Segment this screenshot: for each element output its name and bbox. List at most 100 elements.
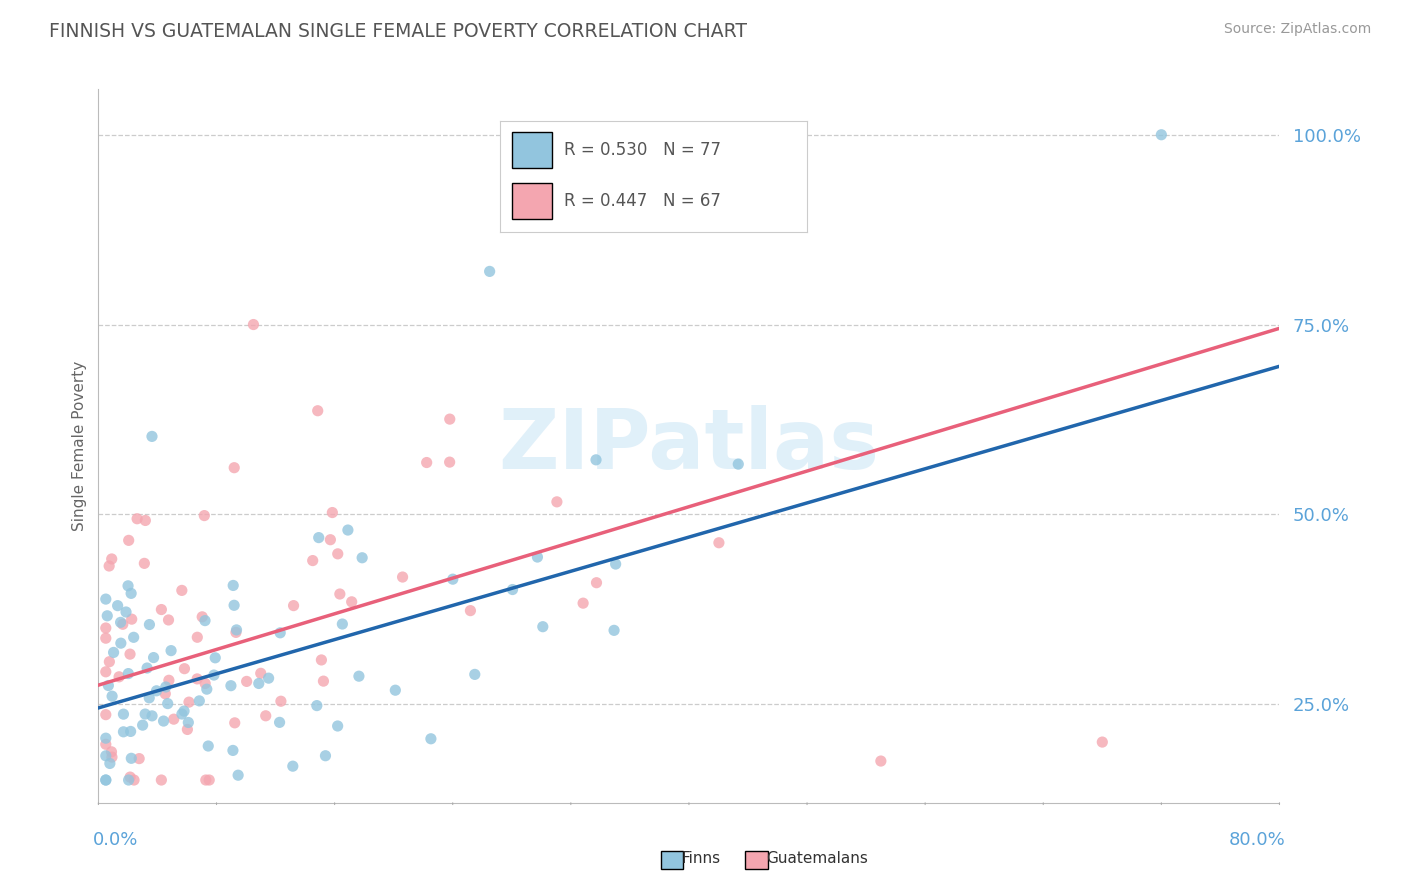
Point: [100, 745, 122, 759]
Point: [198, 772, 221, 787]
Point: [281, 759, 304, 773]
Point: [117, 666, 139, 681]
Point: [319, 533, 342, 547]
Point: [101, 750, 124, 764]
Point: [134, 513, 156, 527]
Point: [257, 671, 280, 685]
Point: [120, 751, 142, 765]
Point: [270, 694, 292, 708]
Text: Guatemalans: Guatemalans: [766, 851, 868, 865]
Point: [94, 631, 117, 645]
Point: [101, 689, 124, 703]
Point: [100, 552, 122, 566]
Point: [193, 508, 215, 523]
Point: [173, 662, 195, 676]
Point: [225, 623, 247, 637]
Point: [247, 676, 270, 690]
Point: [188, 694, 211, 708]
Point: [177, 695, 200, 709]
Point: [869, 754, 891, 768]
Point: [98, 655, 121, 669]
Point: [122, 630, 145, 644]
Point: [98, 756, 121, 771]
Point: [269, 625, 291, 640]
Point: [352, 550, 374, 565]
Point: [314, 748, 336, 763]
Point: [186, 630, 208, 644]
Point: [97, 679, 120, 693]
Text: 80.0%: 80.0%: [1229, 831, 1285, 849]
Point: [118, 533, 141, 548]
Point: [155, 680, 177, 694]
Point: [128, 751, 150, 765]
Point: [138, 617, 160, 632]
Point: [225, 625, 247, 640]
Point: [391, 570, 413, 584]
Point: [460, 604, 482, 618]
Point: [311, 653, 333, 667]
Point: [108, 670, 131, 684]
Point: [94, 592, 117, 607]
Point: [112, 724, 135, 739]
Point: [312, 674, 335, 689]
Point: [336, 523, 359, 537]
Text: 0.0%: 0.0%: [93, 831, 138, 849]
Point: [117, 772, 139, 787]
Point: [163, 712, 186, 726]
Point: [254, 708, 277, 723]
Point: [145, 683, 167, 698]
Point: [136, 661, 159, 675]
Point: [464, 667, 486, 681]
Point: [727, 457, 749, 471]
Point: [219, 679, 242, 693]
Point: [120, 770, 142, 784]
Point: [224, 599, 246, 613]
Point: [194, 772, 217, 787]
Point: [191, 610, 214, 624]
Point: [170, 706, 193, 721]
Point: [526, 549, 548, 564]
Point: [94, 737, 117, 751]
Point: [222, 743, 245, 757]
Point: [94, 772, 117, 787]
Point: [347, 669, 370, 683]
Point: [111, 617, 134, 632]
Point: [150, 772, 173, 787]
Point: [94, 772, 117, 787]
Point: [157, 673, 180, 688]
Point: [340, 595, 363, 609]
Point: [107, 599, 129, 613]
Point: [142, 650, 165, 665]
Point: [118, 647, 141, 661]
Point: [131, 718, 153, 732]
Point: [194, 676, 217, 690]
Point: [98, 559, 121, 574]
Point: [155, 687, 177, 701]
Point: [110, 636, 132, 650]
Point: [94, 748, 117, 763]
Point: [585, 575, 607, 590]
Point: [502, 582, 524, 597]
Point: [94, 621, 117, 635]
Point: [384, 683, 406, 698]
Point: [204, 650, 226, 665]
Point: [224, 460, 246, 475]
Point: [224, 715, 246, 730]
Text: Finns: Finns: [682, 851, 721, 865]
Point: [170, 583, 193, 598]
Point: [134, 707, 156, 722]
Point: [94, 731, 117, 746]
Point: [157, 613, 180, 627]
Point: [439, 455, 461, 469]
Point: [202, 668, 225, 682]
Point: [585, 453, 607, 467]
Point: [415, 456, 437, 470]
Point: [222, 578, 245, 592]
Point: [326, 719, 349, 733]
Point: [134, 557, 156, 571]
Point: [176, 723, 198, 737]
Point: [173, 704, 195, 718]
Point: [441, 572, 464, 586]
Point: [115, 605, 138, 619]
Point: [138, 690, 160, 705]
